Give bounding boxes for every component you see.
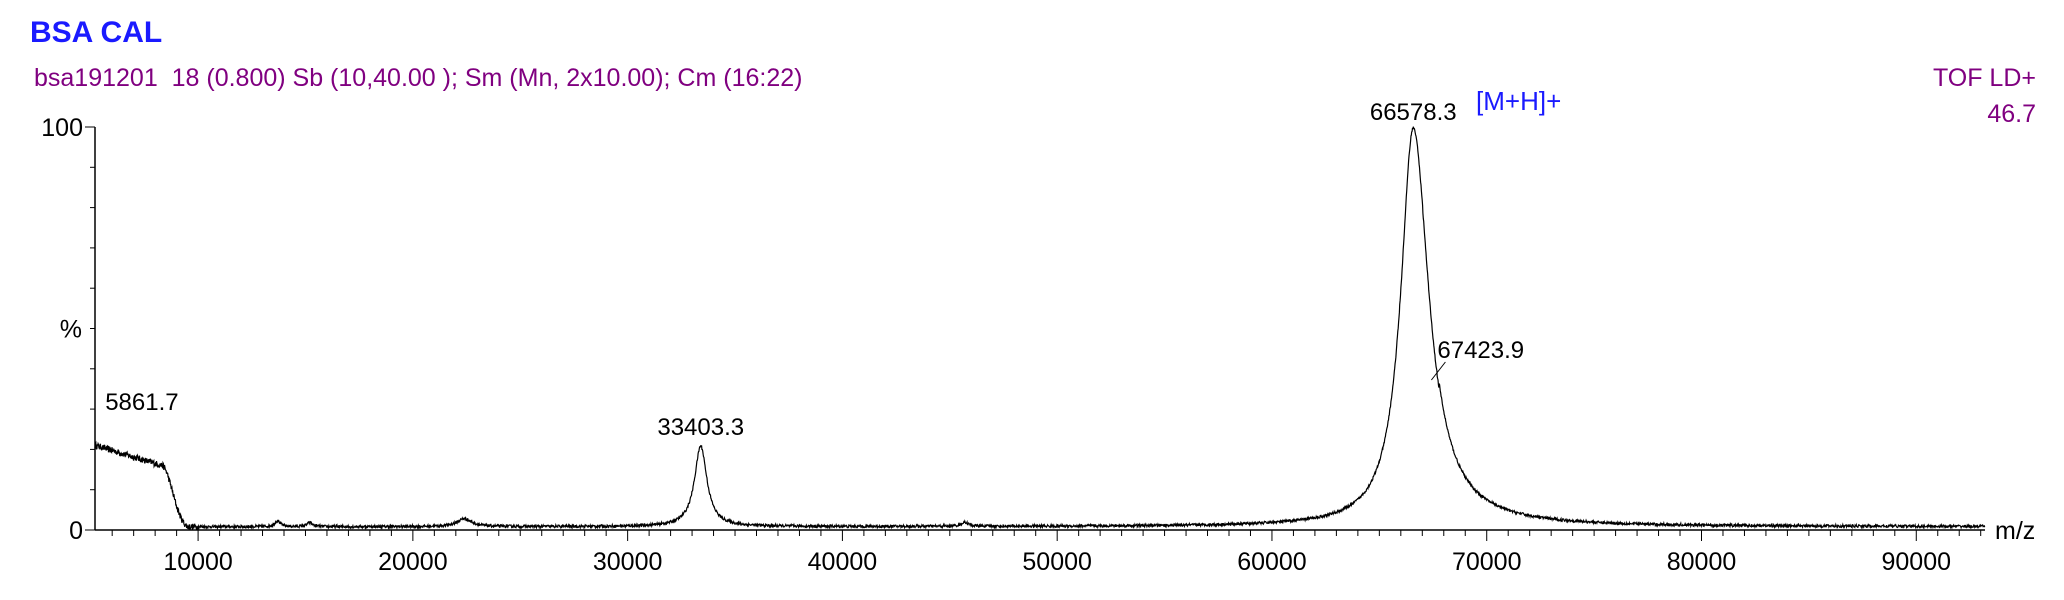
x-tick-label: 70000 bbox=[1452, 548, 1522, 576]
x-tick-label: 20000 bbox=[378, 548, 448, 576]
acquisition-info: bsa191201 18 (0.800) Sb (10,40.00 ); Sm … bbox=[34, 64, 803, 92]
peak-labels-layer: 5861.7 33403.3 66578.3 67423.9 [M+H]+ bbox=[105, 86, 1561, 441]
x-tick-label: 40000 bbox=[808, 548, 878, 576]
peak-label-66578: 66578.3 bbox=[1370, 99, 1457, 126]
x-tick-label: 50000 bbox=[1022, 548, 1092, 576]
ionization-mode: TOF LD+ bbox=[1932, 64, 2036, 92]
peak-label-5861: 5861.7 bbox=[105, 389, 178, 416]
x-tick-label: 60000 bbox=[1237, 548, 1307, 576]
spectrum-trace bbox=[94, 126, 1986, 532]
x-tick-label: 30000 bbox=[593, 548, 663, 576]
x-tick-label: 80000 bbox=[1667, 548, 1737, 576]
y-tick-label: 0 bbox=[69, 517, 83, 545]
chart-axes: 10000 20000 30000 40000 50000 60000 70000 80000… bbox=[41, 114, 2035, 576]
peak-label-67423: 67423.9 bbox=[1437, 337, 1524, 364]
spectrum-title: BSA CAL bbox=[30, 16, 163, 49]
ion-annotation: [M+H]+ bbox=[1476, 86, 1561, 116]
x-tick-label: 10000 bbox=[163, 548, 233, 576]
peak-label-33403: 33403.3 bbox=[657, 414, 744, 441]
x-axis-label: m/z bbox=[1995, 517, 2035, 545]
peak-leader-67423 bbox=[1431, 361, 1446, 381]
y-axis-label: % bbox=[60, 316, 82, 344]
x-tick-label: 90000 bbox=[1882, 548, 1952, 576]
y-tick-label: 100 bbox=[41, 114, 83, 142]
intensity-scale-value: 46.7 bbox=[1987, 100, 2036, 128]
spectrum-trace-layer bbox=[94, 126, 1986, 532]
